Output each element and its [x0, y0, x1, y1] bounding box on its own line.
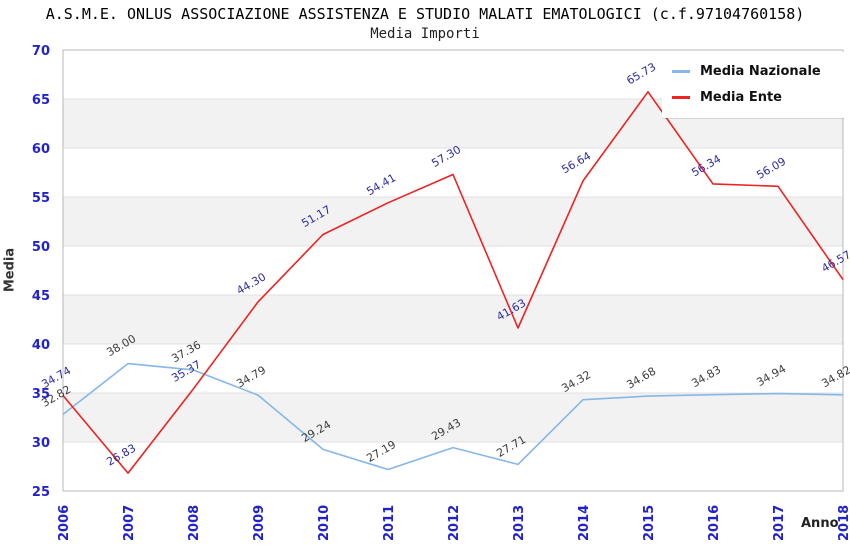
media-ente-line-swatch-icon	[672, 95, 690, 99]
x-axis-title: Anno	[801, 516, 839, 531]
legend-label: Media Ente	[700, 89, 782, 105]
series-line-media-nazionale	[62, 362, 844, 471]
y-tick-label: 40	[32, 338, 50, 353]
chart-title: A.S.M.E. ONLUS ASSOCIAZIONE ASSISTENZA E…	[45, 5, 805, 23]
y-tick-label: 65	[32, 93, 50, 108]
plot-border	[62, 49, 844, 492]
x-tick-label: 2009	[252, 505, 267, 541]
plot-band	[63, 393, 843, 442]
x-tick-label: 2010	[317, 505, 332, 541]
x-tick-label: 2013	[512, 505, 527, 541]
plot-band	[63, 197, 843, 246]
x-tick-label: 2012	[447, 505, 462, 541]
y-tick-label: 55	[32, 191, 50, 206]
x-tick-label: 2017	[772, 505, 787, 541]
y-axis-title: Media	[2, 247, 18, 293]
x-tick-label: 2018	[837, 505, 850, 541]
y-tick-label: 50	[32, 240, 50, 255]
x-tick-label: 2011	[382, 505, 397, 541]
legend: Media Nazionale Media Ente	[662, 52, 844, 118]
y-tick-label: 60	[32, 142, 50, 157]
x-tick-label: 2014	[577, 505, 592, 541]
x-tick-label: 2007	[122, 505, 137, 541]
plot-band	[63, 295, 843, 344]
y-tick-label: 25	[32, 485, 50, 500]
legend-label: Media Nazionale	[700, 63, 821, 79]
y-tick-label: 30	[32, 436, 50, 451]
x-tick-label: 2008	[187, 505, 202, 541]
y-tick-label: 45	[32, 289, 50, 304]
legend-entry-media-nazionale: Media Nazionale	[672, 58, 832, 84]
series-line-media-ente	[62, 91, 844, 474]
media-nazionale-line-swatch-icon	[672, 69, 690, 73]
chart-subtitle: Media Importi	[370, 26, 480, 42]
x-tick-label: 2016	[707, 505, 722, 541]
x-tick-label: 2015	[642, 505, 657, 541]
y-tick-label: 70	[32, 44, 50, 59]
y-tick-label: 35	[32, 387, 50, 402]
x-tick-label: 2006	[57, 505, 72, 541]
legend-entry-media-ente: Media Ente	[672, 84, 832, 110]
